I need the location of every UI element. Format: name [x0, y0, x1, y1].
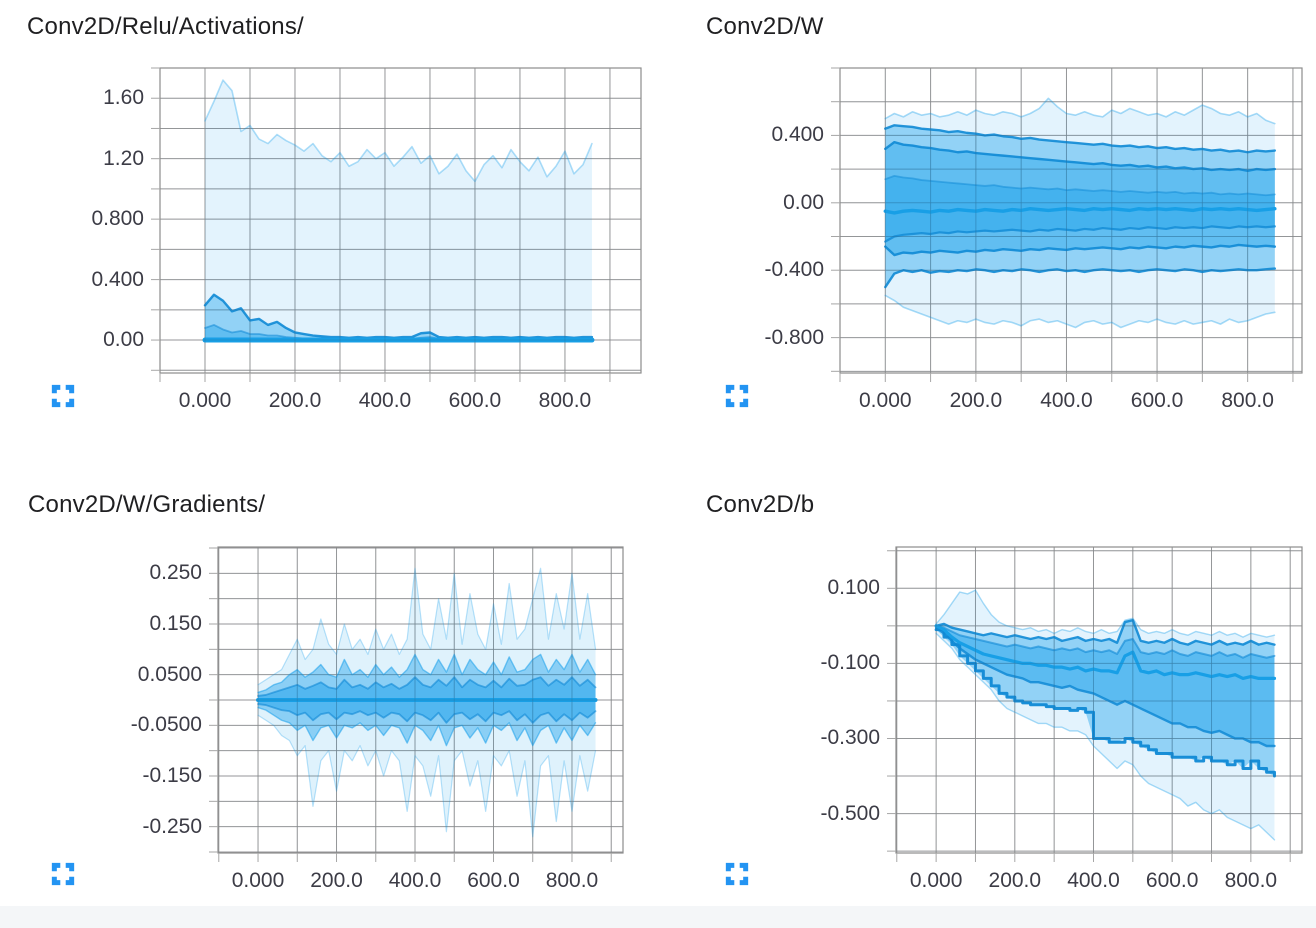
fullscreen-icon — [51, 384, 75, 408]
y-axis-tick-label: 0.0500 — [137, 662, 202, 686]
x-axis-tick-label: 0.000 — [231, 869, 285, 892]
plot-canvas — [831, 67, 1303, 382]
chart-title: Conv2D/W — [706, 13, 824, 40]
y-axis-tick-label: 0.250 — [149, 561, 202, 585]
fullscreen-icon — [51, 862, 75, 886]
percentile-line-maximum — [204, 79, 593, 183]
y-axis-tick-label: 0.400 — [91, 267, 144, 291]
percentile-line-lower_inner — [257, 703, 597, 724]
x-axis-tick-label: 200.0 — [949, 389, 1003, 412]
y-axis-tick-label: -0.400 — [764, 258, 824, 282]
chart-title: Conv2D/b — [706, 491, 815, 518]
distribution-plot[interactable] — [151, 67, 644, 385]
plot-border — [895, 546, 1303, 854]
y-axis-tick-label: 0.100 — [827, 576, 880, 600]
percentile-line-p93 — [934, 619, 1276, 646]
plot-border — [839, 67, 1303, 374]
percentile-band-p93 — [204, 294, 592, 341]
percentile-line-upper_outer — [257, 653, 597, 694]
percentile-band-maximum — [204, 80, 592, 341]
x-axis-tick-label: 400.0 — [1067, 869, 1120, 892]
percentile-line-median — [883, 207, 1277, 215]
fullscreen-expand-button[interactable] — [50, 383, 76, 409]
x-axis-tick-label: 0.000 — [909, 869, 963, 892]
distribution-plot[interactable] — [209, 546, 626, 865]
y-axis-tick-label: -0.100 — [820, 651, 880, 675]
fullscreen-expand-button[interactable] — [724, 383, 750, 409]
percentile-line-maximum — [935, 589, 1276, 638]
y-axis-tick-label: -0.800 — [764, 325, 824, 349]
y-axis-tick-label: -0.250 — [142, 814, 202, 838]
x-axis-tick-label: 0.000 — [859, 389, 912, 412]
distribution-plot[interactable] — [831, 67, 1305, 385]
percentile-line-upper_inner — [257, 676, 597, 697]
fullscreen-icon — [725, 384, 749, 408]
plot-canvas — [151, 67, 642, 382]
percentile-line-p16 — [884, 243, 1277, 257]
x-axis-tick-label: 800.0 — [1221, 389, 1274, 412]
x-axis-tick-label: 200.0 — [268, 389, 322, 412]
page-footer-strip — [0, 906, 1316, 928]
y-axis-tick-label: 0.150 — [149, 612, 202, 635]
x-axis-tick-label: 400.0 — [388, 869, 442, 892]
chart-card-weights: Conv2D/W 0.400 0.00 -0.400 -0.800 0.000 200.0… — [658, 0, 1316, 464]
x-axis-tick-label: 600.0 — [1130, 389, 1184, 412]
y-axis-tick-label: 1.60 — [103, 86, 144, 110]
fullscreen-expand-button[interactable] — [50, 861, 76, 887]
y-axis-tick-label: 0.400 — [771, 123, 824, 147]
x-axis-tick-label: 200.0 — [310, 869, 363, 892]
x-axis-tick-label: 800.0 — [545, 869, 599, 892]
x-axis-tick-label: 0.000 — [178, 389, 232, 412]
percentile-line-p69 — [884, 174, 1276, 197]
chart-card-gradients: Conv2D/W/Gradients/ 0.250 0.150 0.0500 -0.0… — [0, 464, 658, 928]
x-axis-tick-label: 800.0 — [1224, 869, 1278, 892]
percentile-line-maximum — [884, 97, 1276, 125]
y-axis-tick-label: 0.800 — [91, 207, 144, 231]
y-axis-tick-label: 0.00 — [783, 190, 824, 214]
x-axis-tick-label: 400.0 — [1040, 389, 1093, 412]
x-axis-tick-label: 600.0 — [467, 869, 520, 892]
y-axis-tick-label: -0.500 — [820, 801, 880, 825]
y-axis-tick-label: -0.150 — [142, 763, 202, 787]
percentile-line-p16 — [934, 626, 1276, 748]
percentile-band-maximum — [936, 590, 1275, 840]
x-axis-tick-label: 400.0 — [358, 389, 412, 412]
distribution-plot[interactable] — [887, 546, 1305, 865]
percentile-line-p7 — [884, 267, 1277, 289]
chart-title: Conv2D/Relu/Activations/ — [27, 13, 304, 40]
y-axis-tick-label: -0.0500 — [130, 713, 202, 737]
y-axis-tick-label: -0.300 — [820, 726, 880, 750]
percentile-line-median — [934, 624, 1277, 681]
percentile-line-p93 — [884, 124, 1277, 154]
percentile-line-lower_outer — [257, 706, 597, 747]
y-axis-tick-label: 1.20 — [103, 146, 144, 170]
percentile-line-maximum — [257, 567, 597, 686]
x-axis-tick-label: 600.0 — [1145, 869, 1199, 892]
percentile-line-p84 — [935, 624, 1276, 659]
x-axis-tick-label: 600.0 — [448, 389, 502, 412]
percentile-line-minimum — [257, 714, 597, 838]
x-axis-tick-label: 200.0 — [988, 869, 1042, 892]
percentile-line-minimum — [935, 632, 1276, 841]
y-axis-tick-label: 0.00 — [103, 328, 144, 352]
percentile-line-p7 — [934, 628, 1276, 778]
plot-canvas — [209, 546, 624, 862]
fullscreen-icon — [725, 862, 749, 886]
percentile-line-p31 — [884, 225, 1276, 243]
chart-title: Conv2D/W/Gradients/ — [28, 491, 266, 518]
chart-card-activations: Conv2D/Relu/Activations/ 1.60 1.20 0.800 0.… — [0, 0, 658, 464]
x-axis-tick-label: 800.0 — [538, 389, 592, 412]
percentile-line-minimum — [884, 294, 1276, 329]
percentile-line-p84 — [884, 140, 1277, 172]
fullscreen-expand-button[interactable] — [724, 861, 750, 887]
chart-card-bias: Conv2D/b 0.100 -0.100 -0.300 -0.500 0.000 200… — [658, 464, 1316, 928]
plot-canvas — [887, 546, 1303, 862]
plot-border — [159, 67, 642, 374]
